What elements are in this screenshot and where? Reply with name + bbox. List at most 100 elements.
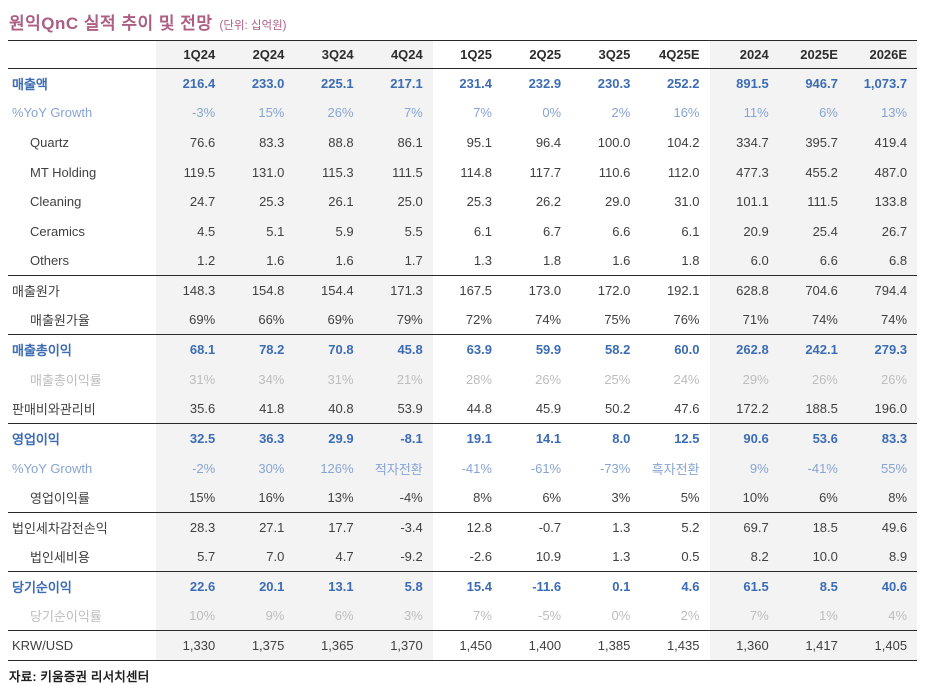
value-cell: 15.4: [432, 571, 502, 602]
value-cell: 45.8: [363, 334, 433, 365]
header-cell-empty: [8, 40, 156, 69]
column-header-4q25e: 4Q25E: [640, 40, 710, 69]
value-cell: 72%: [465, 312, 492, 328]
value-cell: 6.8: [847, 246, 918, 276]
value-cell: 13%: [847, 98, 918, 128]
value-cell: 6%: [778, 482, 848, 513]
table-row: %YoY Growth -3% 15% 26% 7% 7% 0% 2% 16% 11% 6% 13%: [8, 98, 918, 128]
value-cell: 230.3: [597, 76, 631, 92]
value-cell: 6.1: [473, 223, 492, 239]
row-label: 영업이익: [8, 423, 156, 454]
value-cell: 29.9: [294, 423, 364, 454]
value-cell: 6.1: [681, 223, 700, 239]
row-label: 법인세비용: [30, 550, 90, 566]
value-cell: 25.0: [363, 186, 433, 217]
value-cell: 6%: [778, 98, 848, 128]
row-label: Quartz: [30, 134, 70, 150]
value-cell: -8.1: [363, 423, 433, 454]
value-cell: 49.6: [847, 511, 918, 542]
value-cell: 8.5: [778, 571, 848, 602]
value-cell: 40.8: [294, 394, 364, 424]
value-cell: 111.5: [778, 186, 848, 217]
value-cell: 71%: [709, 305, 779, 335]
value-cell: 704.6: [778, 275, 848, 306]
value-cell: 117.7: [529, 164, 562, 180]
value-cell: -41%: [461, 460, 492, 476]
value-cell: -0.7: [501, 511, 572, 542]
value-cell: 217.1: [363, 68, 433, 99]
value-cell: 적자전환: [363, 453, 433, 483]
value-cell: 34%: [225, 364, 295, 395]
value-cell: 477.3: [709, 157, 779, 187]
value-cell: 76.6: [156, 127, 226, 158]
value-cell: 0.5: [681, 549, 700, 565]
value-cell: 0%: [611, 608, 631, 624]
value-cell: 1.3: [473, 253, 492, 269]
value-cell: 8.0: [571, 423, 641, 454]
value-cell: 78.2: [225, 334, 295, 365]
value-cell: 96.4: [535, 134, 562, 150]
table-row: 영업이익 32.5 36.3 29.9 -8.1 19.1 14.1 8.0 12.5 90.6 5…: [8, 423, 918, 454]
value-cell: 60.0: [640, 334, 710, 365]
value-cell: 1,417: [778, 630, 848, 661]
value-cell: 167.5: [432, 275, 502, 306]
unit-note: (단위: 십억원): [219, 20, 287, 32]
value-cell: 154.8: [225, 275, 295, 306]
row-label: Cleaning: [30, 194, 82, 210]
value-cell: 188.5: [778, 394, 848, 424]
value-cell: 19.1: [432, 423, 502, 454]
value-cell: 47.6: [674, 401, 700, 417]
column-header-2q24: 2Q24: [225, 40, 295, 69]
value-cell: 6.6: [778, 246, 848, 276]
table-row: 판매비와관리비 35.6 41.8 40.8 53.9 44.8 45.9 50.2 47.6 1…: [8, 394, 918, 424]
value-cell: 25.3: [225, 186, 295, 217]
value-cell: 628.8: [709, 275, 779, 306]
value-cell: 1.6: [294, 246, 364, 276]
table-row: %YoY Growth -2% 30% 126% 적자전환 -41% -61% -73% 흑자전…: [8, 453, 918, 483]
value-cell: 232.9: [528, 76, 562, 92]
value-cell: -73%: [599, 460, 631, 476]
value-cell: 455.2: [778, 157, 848, 187]
value-cell: 53.6: [778, 423, 848, 454]
value-cell: 5.7: [156, 542, 226, 572]
value-cell: 16%: [225, 482, 295, 513]
value-cell: 35.6: [156, 394, 226, 424]
value-cell: 395.7: [778, 127, 848, 158]
value-cell: 74%: [847, 305, 918, 335]
column-header-1q24: 1Q24: [156, 40, 226, 69]
value-cell: 3%: [363, 601, 433, 631]
value-cell: 7%: [473, 105, 492, 121]
table-row: Cleaning 24.7 25.3 26.1 25.0 25.3 26.2 29.0 31.0…: [8, 186, 918, 217]
value-cell: 26%: [294, 98, 364, 128]
value-cell: 28.3: [156, 511, 226, 542]
value-cell: 7%: [473, 608, 492, 624]
value-cell: 131.0: [225, 157, 295, 187]
value-cell: 30%: [225, 453, 295, 483]
value-cell: 9%: [709, 453, 779, 483]
value-cell: -11.6: [501, 571, 572, 602]
value-cell: 1,365: [294, 630, 364, 661]
table-row: MT Holding 119.5 131.0 115.3 111.5 114.8 117.7…: [8, 157, 918, 187]
value-cell: 1,360: [709, 630, 779, 661]
value-cell: 15%: [156, 482, 226, 513]
value-cell: 1.8: [543, 253, 562, 269]
value-cell: 1.6: [612, 253, 631, 269]
value-cell: 2%: [680, 608, 700, 624]
value-cell: 112.0: [667, 164, 700, 180]
value-cell: 17.7: [294, 511, 364, 542]
column-header-2024: 2024: [709, 40, 779, 69]
value-cell: 83.3: [847, 423, 918, 454]
row-label: 법인세차감전손익: [8, 511, 156, 542]
value-cell: 32.5: [156, 423, 226, 454]
value-cell: 891.5: [709, 68, 779, 99]
value-cell: 5.8: [363, 571, 433, 602]
value-cell: 133.8: [847, 186, 918, 217]
value-cell: 225.1: [294, 68, 364, 99]
value-cell: 50.2: [605, 401, 631, 417]
value-cell: 25%: [604, 371, 631, 387]
row-label: %YoY Growth: [12, 105, 93, 121]
value-cell: 26%: [847, 364, 918, 395]
value-cell: 41.8: [225, 394, 295, 424]
value-cell: 55%: [847, 453, 918, 483]
